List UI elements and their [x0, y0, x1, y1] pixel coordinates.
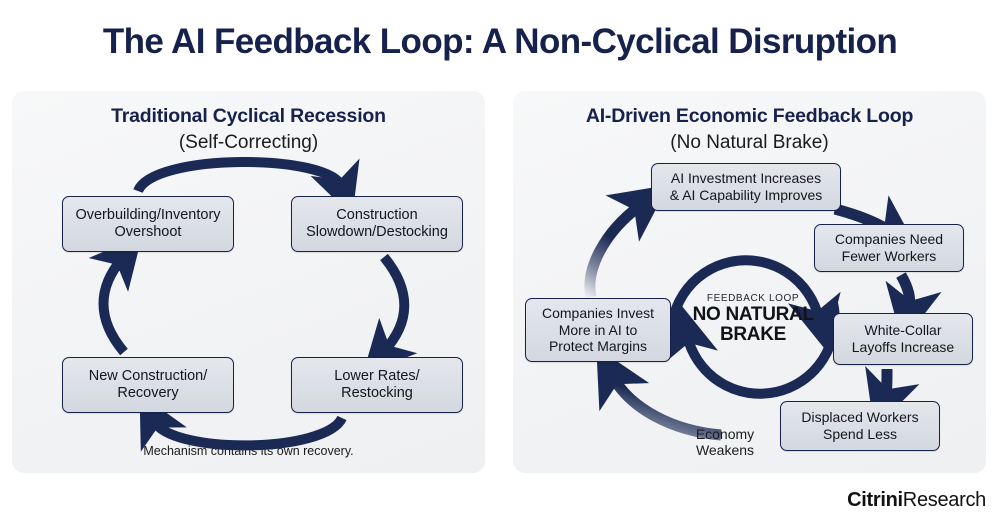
node-line-1: AI Investment Increases: [670, 170, 822, 187]
brand-light-part: Research: [902, 489, 987, 511]
node-displaced-workers-spend-less[interactable]: Displaced Workers Spend Less: [780, 401, 940, 451]
node-new-construction-recovery[interactable]: New Construction/ Recovery: [62, 357, 234, 413]
panel-traditional-cyclical-recession: Traditional Cyclical Recession (Self-Cor…: [12, 91, 485, 473]
node-line-2: Slowdown/Destocking: [306, 224, 448, 240]
left-panel-caption: Mechanism contains its own recovery.: [143, 444, 354, 458]
label-economy-weakens: Economy Weakens: [685, 426, 765, 458]
node-line-1: Construction: [336, 206, 418, 223]
node-line-2: Overshoot: [114, 224, 182, 240]
node-companies-invest-more-in-ai[interactable]: Companies Invest More in AI to Protect M…: [525, 298, 671, 362]
node-line-2: Restocking: [341, 385, 413, 401]
node-line-1: White-Collar: [864, 322, 942, 339]
page-title: The AI Feedback Loop: A Non-Cyclical Dis…: [102, 22, 898, 61]
hub-kicker: FEEDBACK LOOP: [706, 293, 800, 304]
brand-bold-part: Citrini: [847, 489, 903, 511]
brand-wordmark: CitriniResearch: [847, 489, 986, 512]
node-line-1: Companies Invest: [541, 305, 655, 322]
node-lower-rates-restocking[interactable]: Lower Rates/ Restocking: [291, 357, 463, 413]
left-panel-title: Traditional Cyclical Recession: [111, 105, 386, 127]
node-companies-need-fewer-workers[interactable]: Companies Need Fewer Workers: [814, 224, 964, 272]
node-line-2: Fewer Workers: [841, 248, 937, 264]
panel-ai-driven-economic-feedback-loop: AI-Driven Economic Feedback Loop (No Nat…: [513, 91, 986, 473]
node-line-1: Overbuilding/Inventory: [75, 206, 221, 223]
node-line-2: Recovery: [117, 385, 179, 401]
node-construction-slowdown-destocking[interactable]: Construction Slowdown/Destocking: [291, 196, 463, 252]
feedback-loop-hub: FEEDBACK LOOP NO NATURAL BRAKE: [680, 293, 826, 345]
label-line-2: Weakens: [695, 442, 755, 459]
node-line-1: Displaced Workers: [801, 409, 919, 426]
label-line-1: Economy: [695, 426, 755, 442]
node-line-1: Lower Rates/: [334, 367, 420, 384]
right-panel-subtitle: (No Natural Brake): [670, 132, 829, 153]
node-line-1: New Construction/: [88, 367, 208, 384]
node-ai-investment-increases[interactable]: AI Investment Increases & AI Capability …: [651, 163, 841, 211]
hub-line-2: BRAKE: [719, 323, 787, 345]
node-line-3: Protect Margins: [548, 338, 648, 355]
left-panel-subtitle: (Self-Correcting): [178, 132, 319, 153]
node-line-1: Companies Need: [834, 231, 944, 248]
hub-line-1: NO NATURAL: [692, 304, 814, 325]
node-line-2: Layoffs Increase: [851, 339, 955, 355]
right-panel-title: AI-Driven Economic Feedback Loop: [585, 105, 914, 127]
node-overbuilding-inventory-overshoot[interactable]: Overbuilding/Inventory Overshoot: [62, 196, 234, 252]
node-line-2: Spend Less: [823, 426, 897, 442]
node-white-collar-layoffs-increase[interactable]: White-Collar Layoffs Increase: [833, 313, 973, 365]
node-line-2: More in AI to: [558, 321, 638, 338]
node-line-2: & AI Capability Improves: [669, 187, 823, 203]
